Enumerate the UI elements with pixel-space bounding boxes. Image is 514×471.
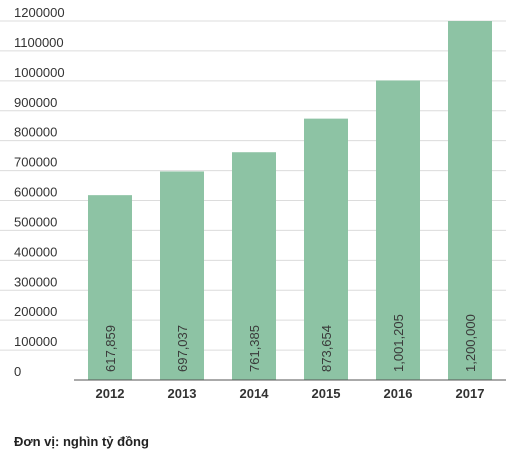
x-tick-label: 2012 bbox=[96, 386, 125, 401]
y-tick-label: 100000 bbox=[14, 334, 57, 349]
data-label: 617,859 bbox=[103, 325, 118, 372]
y-tick-label: 300000 bbox=[14, 274, 57, 289]
x-tick-label: 2017 bbox=[456, 386, 485, 401]
y-tick-label: 1000000 bbox=[14, 65, 65, 80]
bar-chart: 0 100000 200000 300000 400000 500000 600000 700… bbox=[0, 5, 506, 401]
x-tick-label: 2016 bbox=[384, 386, 413, 401]
y-tick-label: 200000 bbox=[14, 304, 57, 319]
data-label: 873,654 bbox=[319, 325, 334, 372]
bar bbox=[376, 80, 420, 380]
y-tick-label: 600000 bbox=[14, 185, 57, 200]
bar bbox=[304, 118, 348, 381]
bar bbox=[232, 152, 276, 380]
bar bbox=[160, 171, 204, 380]
x-axis-ticks: 2012 2013 2014 2015 2016 2017 bbox=[96, 386, 485, 401]
y-tick-label: 700000 bbox=[14, 155, 57, 170]
y-tick-label: 900000 bbox=[14, 95, 57, 110]
y-tick-label: 400000 bbox=[14, 244, 57, 259]
y-tick-label: 1100000 bbox=[14, 35, 64, 50]
y-tick-label: 0 bbox=[14, 364, 21, 379]
bar bbox=[88, 195, 132, 380]
y-tick-label: 1200000 bbox=[14, 5, 65, 20]
y-axis-ticks: 0 100000 200000 300000 400000 500000 600000 700… bbox=[14, 5, 65, 379]
data-label: 761,385 bbox=[247, 325, 262, 372]
x-tick-label: 2013 bbox=[168, 386, 197, 401]
bar bbox=[448, 21, 492, 380]
x-tick-label: 2014 bbox=[240, 386, 270, 401]
data-label: 697,037 bbox=[175, 325, 190, 372]
y-tick-label: 800000 bbox=[14, 125, 57, 140]
x-tick-label: 2015 bbox=[312, 386, 341, 401]
unit-note: Đơn vị: nghìn tỷ đồng bbox=[14, 434, 149, 449]
bars bbox=[88, 21, 492, 381]
data-label: 1,001,205 bbox=[391, 314, 406, 372]
data-label: 1,200,000 bbox=[463, 314, 478, 372]
y-tick-label: 500000 bbox=[14, 214, 57, 229]
data-labels: 617,859 697,037 761,385 873,654 1,001,205 1,2… bbox=[103, 314, 478, 372]
